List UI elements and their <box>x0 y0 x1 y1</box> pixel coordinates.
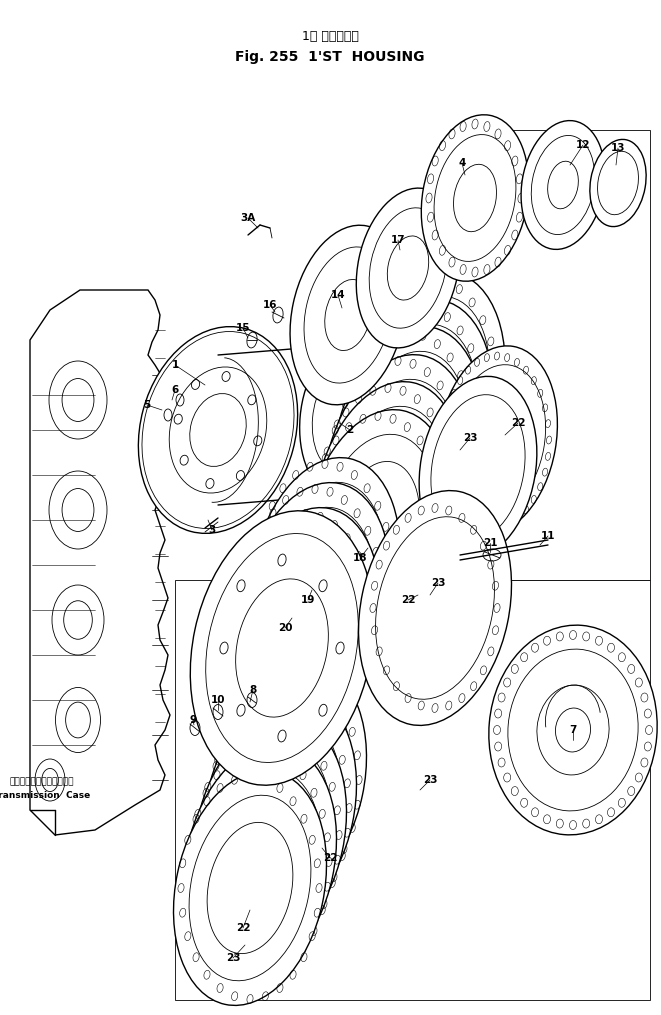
Ellipse shape <box>521 121 605 250</box>
Text: 23: 23 <box>226 953 240 963</box>
Text: 12: 12 <box>576 140 590 150</box>
Polygon shape <box>175 580 650 1000</box>
Ellipse shape <box>358 490 512 726</box>
Ellipse shape <box>173 770 327 1006</box>
Ellipse shape <box>355 272 505 509</box>
Polygon shape <box>30 290 170 835</box>
Ellipse shape <box>356 188 460 348</box>
Text: 23: 23 <box>423 775 437 785</box>
Text: 22: 22 <box>511 418 525 428</box>
Text: Fig. 255  1'ST  HOUSING: Fig. 255 1'ST HOUSING <box>235 50 425 64</box>
Ellipse shape <box>333 327 483 563</box>
Text: 8: 8 <box>249 685 256 695</box>
Text: トランスミッションケース: トランスミッションケース <box>10 777 74 787</box>
Text: 10: 10 <box>211 695 225 705</box>
Ellipse shape <box>313 382 463 618</box>
Text: 1速 ハウジング: 1速 ハウジング <box>301 30 358 43</box>
Ellipse shape <box>220 533 370 767</box>
Text: 6: 6 <box>171 385 178 395</box>
Ellipse shape <box>240 482 390 718</box>
Text: 17: 17 <box>391 235 405 245</box>
Text: 7: 7 <box>569 725 576 735</box>
Ellipse shape <box>303 410 453 647</box>
Text: 19: 19 <box>301 595 315 605</box>
Text: 18: 18 <box>353 553 368 563</box>
Ellipse shape <box>230 508 380 742</box>
Ellipse shape <box>489 625 657 835</box>
Ellipse shape <box>323 354 473 592</box>
Text: 9: 9 <box>190 715 196 725</box>
Text: 5: 5 <box>143 400 151 410</box>
Text: 2: 2 <box>346 425 354 435</box>
Ellipse shape <box>421 115 529 281</box>
Text: 20: 20 <box>278 623 292 633</box>
Ellipse shape <box>194 718 346 952</box>
Text: Transmission  Case: Transmission Case <box>0 791 91 800</box>
Text: 14: 14 <box>330 290 345 300</box>
Text: 3A: 3A <box>241 213 256 223</box>
Text: 4: 4 <box>458 158 466 168</box>
Ellipse shape <box>184 745 336 979</box>
Ellipse shape <box>419 377 537 559</box>
Ellipse shape <box>343 299 493 536</box>
Polygon shape <box>462 130 650 580</box>
Ellipse shape <box>190 511 373 786</box>
Text: 21: 21 <box>483 538 497 548</box>
Ellipse shape <box>590 139 646 226</box>
Text: 11: 11 <box>541 531 555 541</box>
Ellipse shape <box>299 348 380 492</box>
Text: 23: 23 <box>463 433 477 443</box>
Text: 3: 3 <box>208 525 215 535</box>
Ellipse shape <box>214 663 366 897</box>
Text: 15: 15 <box>236 323 251 333</box>
Text: 13: 13 <box>611 143 625 153</box>
Ellipse shape <box>250 458 400 692</box>
Text: 22: 22 <box>236 923 251 933</box>
Text: 22: 22 <box>323 853 337 863</box>
Text: 16: 16 <box>263 300 277 310</box>
Text: 1: 1 <box>171 360 178 370</box>
Text: 23: 23 <box>431 578 446 588</box>
Ellipse shape <box>204 690 356 926</box>
Text: 22: 22 <box>401 595 415 605</box>
Ellipse shape <box>437 346 557 534</box>
Ellipse shape <box>138 327 297 534</box>
Ellipse shape <box>290 225 406 405</box>
